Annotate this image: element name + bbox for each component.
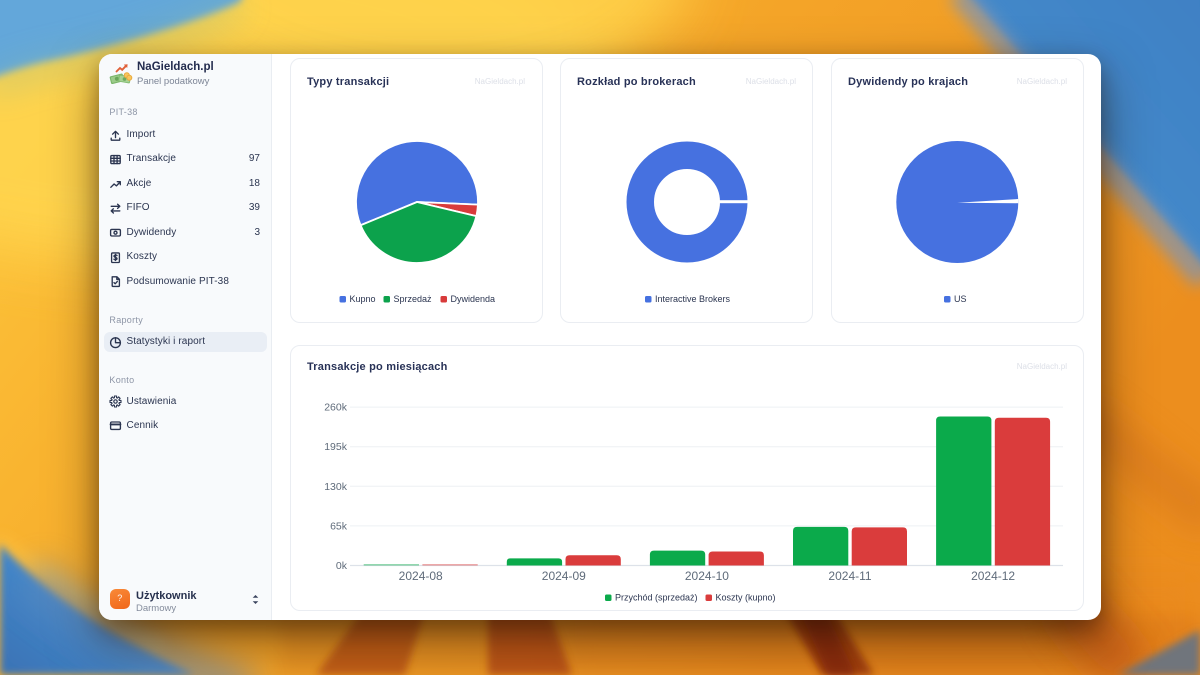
svg-text:Przychód (sprzedaż): Przychód (sprzedaż) [615,593,698,603]
svg-text:2024-09: 2024-09 [542,569,586,583]
svg-text:2024-08: 2024-08 [399,569,443,583]
svg-text:130k: 130k [324,481,348,493]
svg-text:260k: 260k [324,402,348,414]
svg-text:Koszty (kupno): Koszty (kupno) [716,593,776,603]
svg-text:0k: 0k [336,560,348,572]
svg-text:2024-10: 2024-10 [685,569,729,583]
svg-text:Interactive Brokers: Interactive Brokers [655,294,731,304]
svg-text:2024-12: 2024-12 [971,569,1015,583]
svg-text:Kupno: Kupno [350,294,376,304]
svg-text:US: US [954,294,967,304]
svg-text:Dywidenda: Dywidenda [451,294,496,304]
svg-text:65k: 65k [330,520,348,532]
svg-text:Sprzedaż: Sprzedaż [394,294,433,304]
svg-text:195k: 195k [324,441,348,453]
svg-text:2024-11: 2024-11 [828,569,871,583]
